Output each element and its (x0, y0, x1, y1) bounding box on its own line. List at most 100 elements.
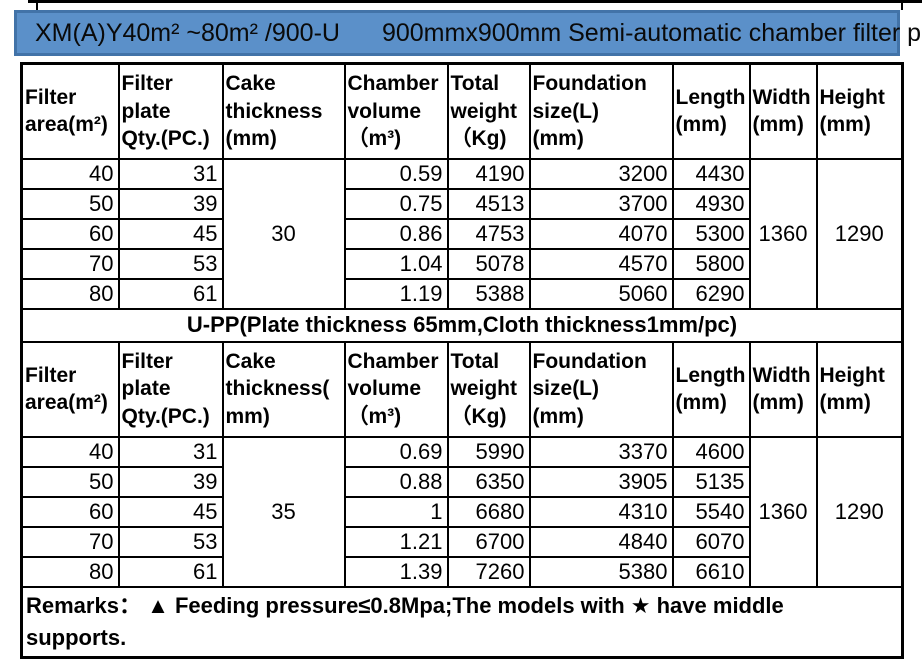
col-header-width: Width (mm) (748, 340, 818, 438)
cell-filter-area: 80 (20, 277, 120, 310)
cell-length: 5135 (671, 465, 751, 498)
cell-foundation-size: 3905 (528, 465, 674, 498)
cell-total-weight: 6680 (446, 495, 531, 528)
cell-height: 1290 (815, 435, 904, 588)
cell-length: 5800 (671, 247, 751, 280)
col-header-total-weight: Total weight （Kg) (446, 340, 531, 438)
cell-foundation-size: 3700 (528, 187, 674, 220)
spec-table: Filter area(m²) Filter plate Qty.(PC.) C… (20, 62, 904, 659)
cell-chamber-volume: 0.88 (343, 465, 449, 498)
cell-total-weight: 4513 (446, 187, 531, 220)
cell-plate-qty: 45 (117, 217, 224, 250)
table-row: 70 53 1.21 6700 4840 6070 (20, 525, 903, 558)
cell-filter-area: 80 (20, 555, 120, 588)
product-title-banner: XM(A)Y40m² ~80m² /900-U 900mmx900mm Semi… (14, 10, 922, 56)
cell-total-weight: 5388 (446, 277, 531, 310)
remnant-vertical-line-left (36, 0, 38, 10)
cell-total-weight: 5990 (446, 435, 531, 468)
cell-plate-qty: 61 (117, 555, 224, 588)
cell-plate-qty: 31 (117, 157, 224, 190)
col-header-foundation-size: Foundation size(L) (mm) (528, 62, 674, 160)
table-row: 50 39 0.88 6350 3905 5135 (20, 465, 903, 498)
cell-chamber-volume: 0.59 (343, 157, 449, 190)
cell-foundation-size: 4310 (528, 495, 674, 528)
cell-foundation-size: 4070 (528, 217, 674, 250)
cell-length: 6290 (671, 277, 751, 310)
col-header-height: Height (mm) (815, 62, 904, 160)
cell-total-weight: 7260 (446, 555, 531, 588)
cell-filter-area: 60 (20, 217, 120, 250)
col-header-cake-thickness: Cake thickness (mm) (221, 62, 346, 160)
col-header-chamber-volume: Chamber volume （m³) (343, 340, 449, 438)
cell-total-weight: 4190 (446, 157, 531, 190)
cell-foundation-size: 4570 (528, 247, 674, 280)
table-row: 80 61 1.19 5388 5060 6290 (20, 277, 903, 310)
cell-chamber-volume: 1.39 (343, 555, 449, 588)
cell-chamber-volume: 1.04 (343, 247, 449, 280)
cell-total-weight: 4753 (446, 217, 531, 250)
cell-plate-qty: 45 (117, 495, 224, 528)
cell-plate-qty: 53 (117, 525, 224, 558)
col-header-width: Width (mm) (748, 62, 818, 160)
product-model: XM(A)Y40m² ~80m² /900-U (35, 18, 340, 47)
cell-plate-qty: 39 (117, 465, 224, 498)
remnant-horizontal-line (28, 0, 922, 3)
cell-filter-area: 60 (20, 495, 120, 528)
cell-chamber-volume: 1.19 (343, 277, 449, 310)
cell-filter-area: 50 (20, 465, 120, 498)
table2-header-row: Filter area(m²) Filter plate Qty.(PC.) C… (20, 340, 904, 438)
cell-length: 4600 (671, 435, 751, 468)
cell-filter-area: 70 (20, 525, 120, 558)
table-row: 40 31 30 0.59 4190 3200 4430 1360 1290 (20, 157, 904, 310)
cell-width: 1360 (748, 435, 818, 588)
cell-filter-area: 40 (20, 435, 120, 468)
table-row: 70 53 1.04 5078 4570 5800 (20, 247, 903, 280)
cell-cake-thickness: 35 (221, 435, 346, 588)
cell-chamber-volume: 1.21 (343, 525, 449, 558)
remarks-row: Remarks： ▲ Feeding pressure≤0.8Mpa;The m… (20, 585, 904, 659)
table-row: 40 31 35 0.69 5990 3370 4600 1360 1290 (20, 435, 904, 588)
cell-length: 5300 (671, 217, 751, 250)
cell-foundation-size: 5060 (528, 277, 674, 310)
remarks-text: Remarks： ▲ Feeding pressure≤0.8Mpa;The m… (20, 585, 904, 659)
col-header-chamber-volume: Chamber volume （m³) (343, 62, 449, 160)
col-header-foundation-size: Foundation size(L) (mm) (528, 340, 674, 438)
product-description: 900mmx900mm Semi-automatic chamber filte… (381, 18, 922, 47)
col-header-filter-plate-qty: Filter plate Qty.(PC.) (117, 62, 224, 160)
table-row: 60 45 1 6680 4310 5540 (20, 495, 903, 528)
cell-plate-qty: 39 (117, 187, 224, 220)
cell-cake-thickness: 30 (221, 157, 346, 310)
col-header-length: Length (mm) (671, 340, 751, 438)
cell-foundation-size: 3370 (528, 435, 674, 468)
col-header-filter-area: Filter area(m²) (20, 62, 120, 160)
cell-chamber-volume: 0.75 (343, 187, 449, 220)
cell-total-weight: 6700 (446, 525, 531, 558)
cell-chamber-volume: 0.69 (343, 435, 449, 468)
cell-plate-qty: 61 (117, 277, 224, 310)
cell-length: 4930 (671, 187, 751, 220)
col-header-filter-plate-qty: Filter plate Qty.(PC.) (117, 340, 224, 438)
cell-plate-qty: 31 (117, 435, 224, 468)
table1-header-row: Filter area(m²) Filter plate Qty.(PC.) C… (20, 62, 904, 160)
col-header-cake-thickness: Cake thickness( mm) (221, 340, 346, 438)
col-header-height: Height (mm) (815, 340, 904, 438)
cell-length: 6610 (671, 555, 751, 588)
cell-chamber-volume: 1 (343, 495, 449, 528)
cell-height: 1290 (815, 157, 904, 310)
cell-plate-qty: 53 (117, 247, 224, 280)
cell-filter-area: 70 (20, 247, 120, 280)
cell-foundation-size: 4840 (528, 525, 674, 558)
cell-length: 6070 (671, 525, 751, 558)
section-title: U-PP(Plate thickness 65mm,Cloth thicknes… (20, 307, 904, 343)
cell-length: 4430 (671, 157, 751, 190)
col-header-total-weight: Total weight （Kg) (446, 62, 531, 160)
cell-width: 1360 (748, 157, 818, 310)
col-header-length: Length (mm) (671, 62, 751, 160)
cell-chamber-volume: 0.86 (343, 217, 449, 250)
col-header-filter-area: Filter area(m²) (20, 340, 120, 438)
cell-total-weight: 5078 (446, 247, 531, 280)
cell-foundation-size: 5380 (528, 555, 674, 588)
table-row: 60 45 0.86 4753 4070 5300 (20, 217, 903, 250)
table-row: 50 39 0.75 4513 3700 4930 (20, 187, 903, 220)
section-row: U-PP(Plate thickness 65mm,Cloth thicknes… (20, 307, 904, 343)
